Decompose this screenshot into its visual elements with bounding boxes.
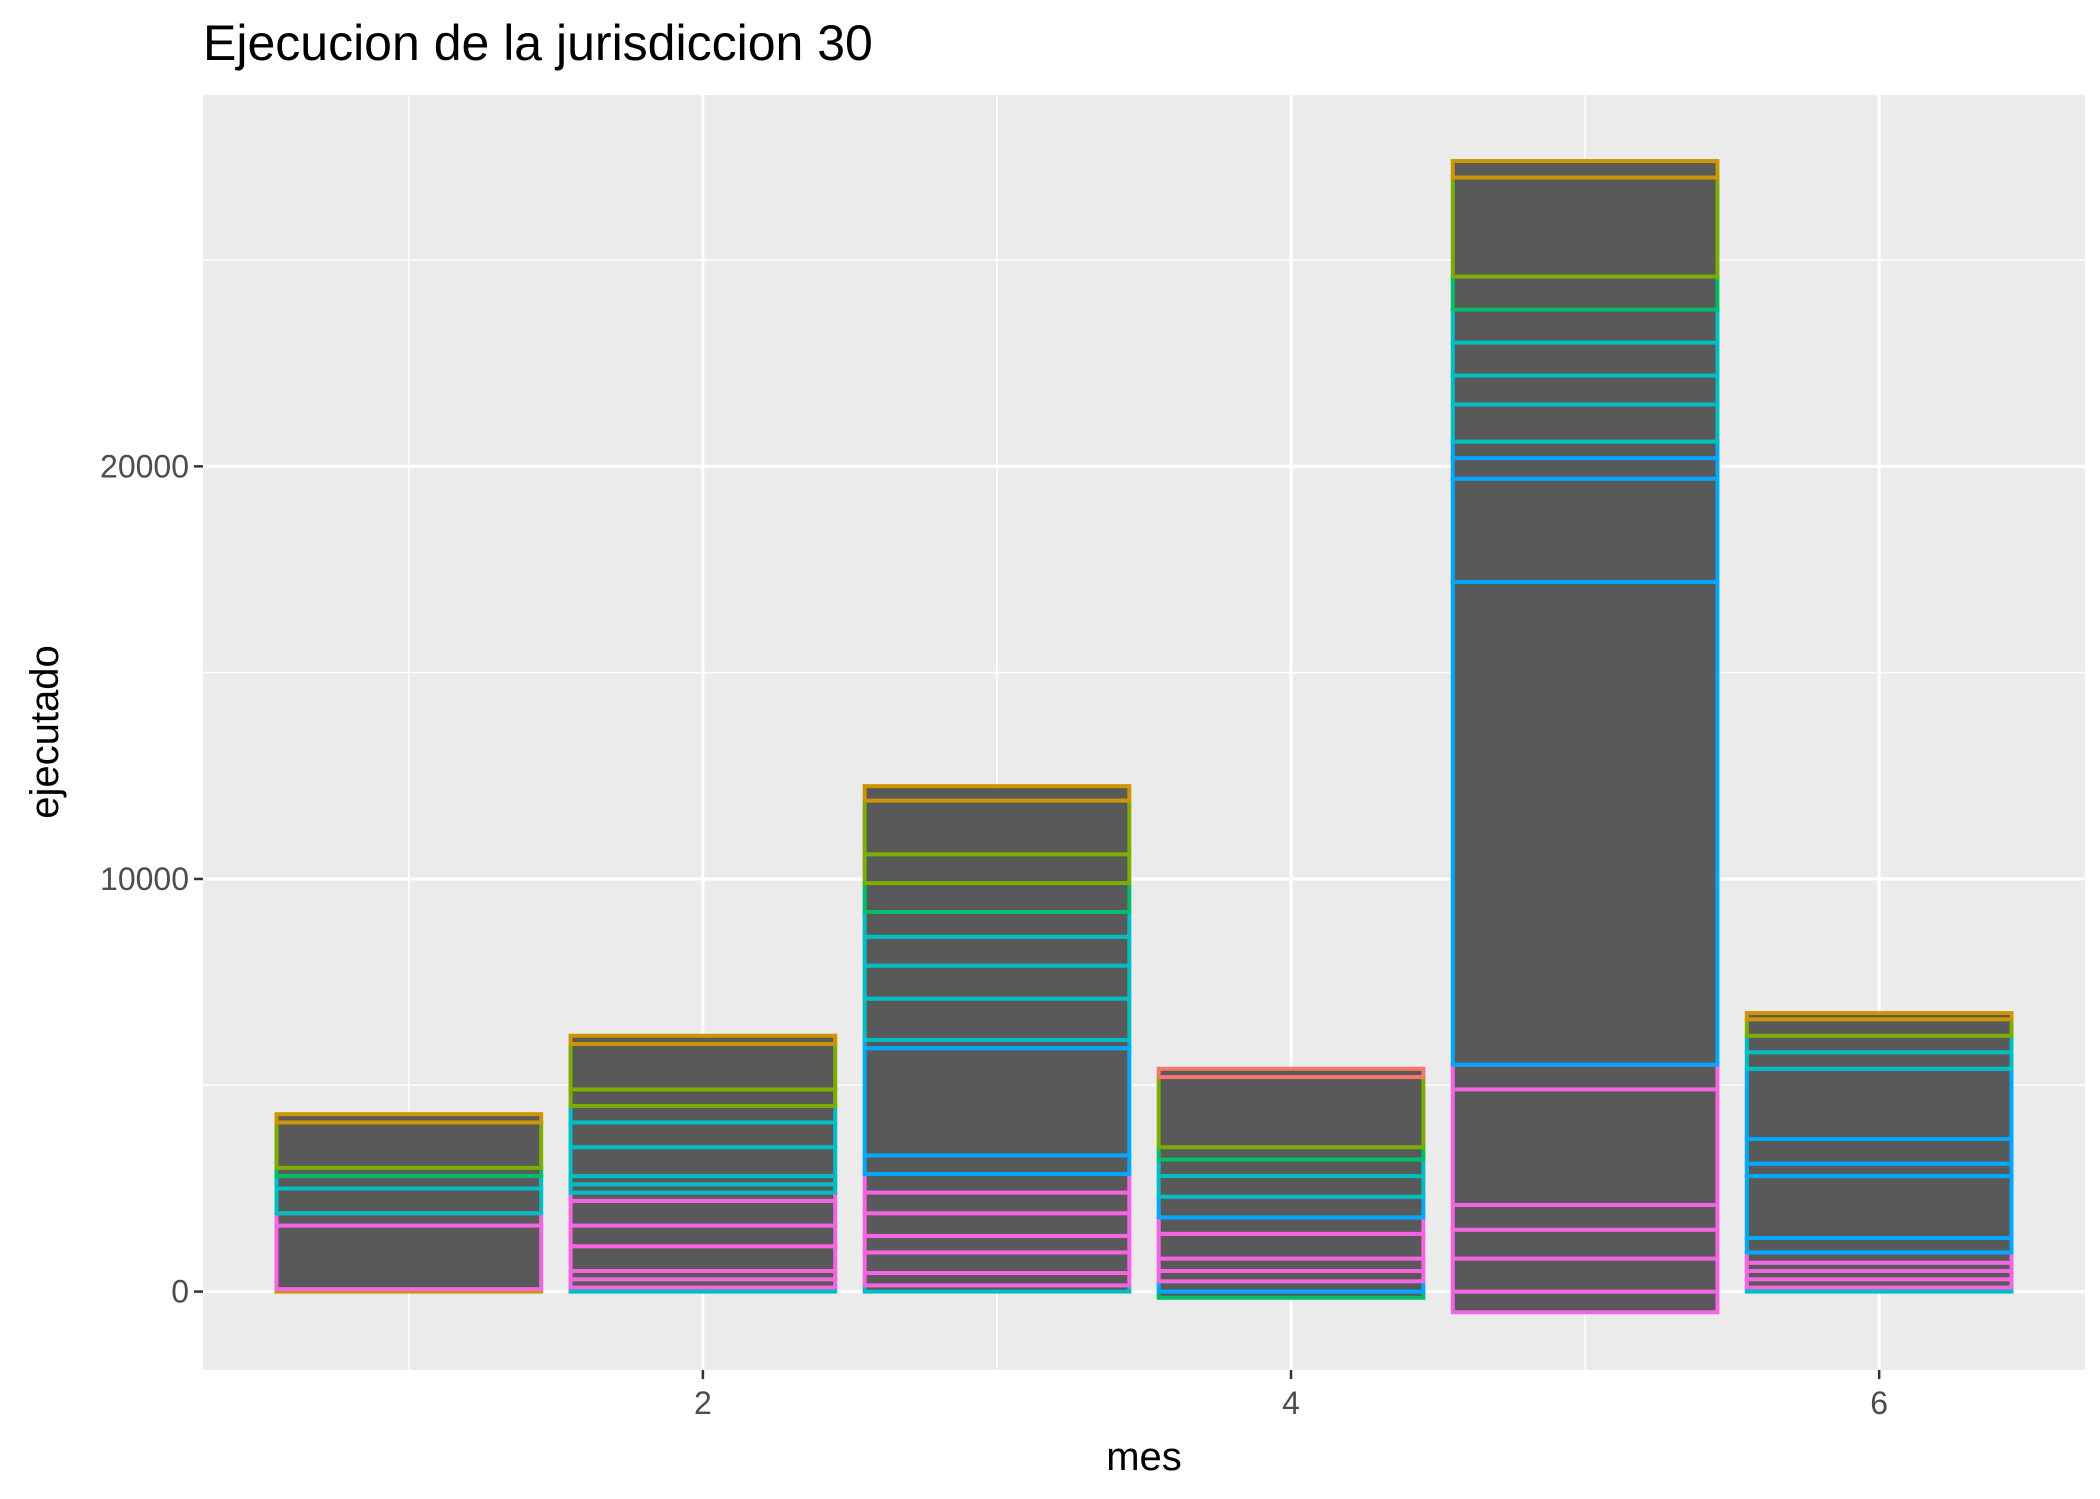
- x-tick-label: 2: [694, 1385, 712, 1421]
- bar-segment: [862, 1046, 1132, 1158]
- bar-segment: [1450, 1062, 1720, 1092]
- bar-mes-5: [1450, 159, 1720, 1315]
- bar-mes-2: [568, 1033, 838, 1294]
- x-axis-label: mes: [1106, 1435, 1182, 1479]
- bar-segment: [1450, 1289, 1720, 1315]
- bar-segment: [1450, 340, 1720, 378]
- bar-segment: [862, 1190, 1132, 1216]
- y-tick-label: 20000: [100, 448, 189, 484]
- y-tick-label: 0: [171, 1274, 189, 1310]
- y-axis: 0 10000 20000: [100, 448, 203, 1310]
- bar-segment: [1450, 476, 1720, 584]
- bar-mes-3: [862, 784, 1132, 1294]
- bar-segment: [1450, 402, 1720, 444]
- x-tick-label: 4: [1282, 1385, 1300, 1421]
- bar-segment: [568, 1198, 838, 1228]
- bar-segment: [1156, 1231, 1426, 1261]
- bar-segment: [1156, 1157, 1426, 1179]
- bar-segment: [274, 1112, 544, 1125]
- bar-segment: [1450, 159, 1720, 180]
- bar-segment: [862, 784, 1132, 803]
- bar-segment: [568, 1145, 838, 1179]
- bar-segment: [862, 963, 1132, 1001]
- bar-segment: [568, 1244, 838, 1273]
- bar-segment: [1450, 1087, 1720, 1207]
- bar-segment: [1156, 1075, 1426, 1150]
- bar-mes-6: [1744, 1011, 2014, 1294]
- bar-segment: [862, 881, 1132, 914]
- bar-segment: [1450, 456, 1720, 481]
- bar-segment: [862, 934, 1132, 968]
- bar-segment: [1744, 1235, 2014, 1255]
- x-axis: 2 4 6: [694, 1370, 1888, 1421]
- bar-segment: [862, 996, 1132, 1042]
- bar-segment: [1156, 1215, 1426, 1236]
- bar-segment: [1744, 1066, 2014, 1141]
- bar-segment: [1450, 1227, 1720, 1261]
- bar-mes-4: [1156, 1066, 1426, 1300]
- bar-segment: [1744, 1136, 2014, 1166]
- bar-segment: [862, 1233, 1132, 1255]
- bar-segment: [568, 1087, 838, 1108]
- chart-title: Ejecucion de la jurisdiccion 30: [203, 15, 873, 71]
- bar-segment: [1450, 307, 1720, 345]
- bar-segment: [274, 1186, 544, 1216]
- bar-segment: [1744, 1033, 2014, 1055]
- bar-segment: [1450, 1256, 1720, 1294]
- bar-segment: [1156, 1194, 1426, 1220]
- bar-segment: [1156, 1174, 1426, 1199]
- bar-segment: [1450, 1202, 1720, 1232]
- bar-segment: [568, 1103, 838, 1125]
- bars-layer: [274, 159, 2014, 1315]
- bar-segment: [1450, 439, 1720, 461]
- bar-segment: [1744, 1050, 2014, 1071]
- bar-segment: [274, 1223, 544, 1292]
- bar-segment: [1744, 1017, 2014, 1038]
- bar-mes-1: [274, 1112, 544, 1294]
- bar-segment: [1450, 175, 1720, 279]
- y-tick-label: 10000: [100, 861, 189, 897]
- bar-segment: [862, 852, 1132, 886]
- bar-segment: [862, 1153, 1132, 1177]
- bar-segment: [862, 798, 1132, 857]
- bar-segment: [1450, 579, 1720, 1067]
- bar-segment: [862, 1211, 1132, 1238]
- bar-segment: [1744, 1174, 2014, 1240]
- bar-segment: [568, 1120, 838, 1150]
- bar-segment: [1156, 1066, 1426, 1080]
- bar-segment: [568, 1033, 838, 1047]
- x-tick-label: 6: [1870, 1385, 1888, 1421]
- bar-segment: [274, 1120, 544, 1170]
- bar-segment: [862, 1250, 1132, 1276]
- bar-segment: [1744, 1011, 2014, 1022]
- bar-segment: [862, 1172, 1132, 1195]
- bar-segment: [862, 909, 1132, 939]
- y-axis-label: ejecutado: [23, 645, 67, 818]
- bar-segment: [1450, 373, 1720, 407]
- bar-segment: [568, 1223, 838, 1249]
- bar-segment: [1450, 274, 1720, 312]
- bar-segment: [568, 1042, 838, 1092]
